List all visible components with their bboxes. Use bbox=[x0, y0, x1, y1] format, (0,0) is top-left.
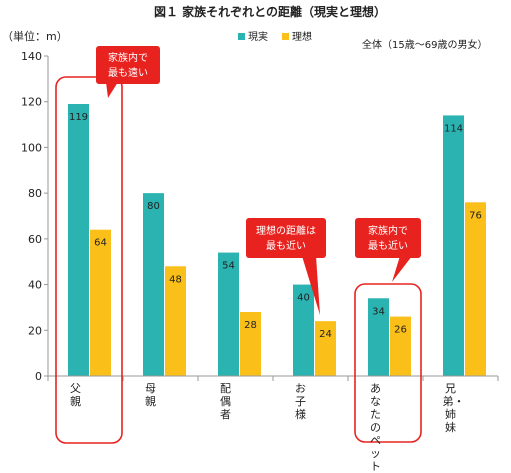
data-label-real-0: 119 bbox=[69, 112, 88, 123]
bar-real-4 bbox=[368, 298, 389, 376]
bar-real-3 bbox=[293, 284, 314, 376]
legend: 現実 理想 bbox=[238, 30, 312, 43]
chart-title: 図１ 家族それぞれとの距離（現実と理想） bbox=[154, 4, 386, 19]
callout-farthest: 家族内で 最も遠い bbox=[96, 46, 160, 98]
bar-ideal-3 bbox=[315, 321, 336, 376]
y-tick-label: 120 bbox=[21, 96, 42, 109]
bar-real-1 bbox=[143, 193, 164, 376]
data-label-real-4: 34 bbox=[372, 306, 385, 317]
callout-ideal-line1: 理想の距離は bbox=[256, 224, 316, 237]
chart-subtitle: 全体（15歳～69歳の男女） bbox=[362, 38, 487, 51]
callout-closest-line1: 家族内で bbox=[368, 224, 408, 237]
y-axis-unit: （単位：m） bbox=[2, 29, 68, 43]
y-tick-label: 20 bbox=[28, 324, 42, 337]
callout-closest: 家族内で 最も近い bbox=[355, 218, 421, 282]
callout-ideal-line2: 最も近い bbox=[266, 239, 306, 252]
bar-ideal-2 bbox=[240, 312, 261, 376]
data-label-ideal-0: 64 bbox=[94, 238, 107, 249]
callout-closest-pointer bbox=[392, 256, 412, 282]
data-label-real-2: 54 bbox=[222, 261, 235, 272]
bar-real-2 bbox=[218, 252, 239, 376]
x-tick-label: 兄弟・姉妹 bbox=[442, 382, 465, 434]
highlight-box-father bbox=[55, 76, 123, 444]
data-label-ideal-1: 48 bbox=[169, 274, 182, 285]
y-tick-label: 40 bbox=[28, 279, 42, 292]
bars: 119 80 54 40 34 114 64 48 28 24 26 76 bbox=[68, 104, 486, 376]
callout-farthest-box bbox=[96, 46, 160, 84]
callout-farthest-line2: 最も遠い bbox=[108, 66, 148, 79]
callout-farthest-pointer bbox=[106, 82, 118, 98]
data-label-real-5: 114 bbox=[444, 123, 463, 134]
callout-ideal-closest: 理想の距離は 最も近い bbox=[246, 218, 326, 315]
callout-ideal-box bbox=[246, 218, 326, 258]
bar-real-0 bbox=[68, 104, 89, 376]
bar-real-5 bbox=[443, 115, 464, 376]
y-tick-label: 100 bbox=[21, 141, 42, 154]
legend-swatch-ideal bbox=[282, 33, 289, 40]
data-label-ideal-4: 26 bbox=[394, 325, 407, 336]
bar-ideal-1 bbox=[165, 266, 186, 376]
y-axis: 0 20 40 60 80 100 120 140 bbox=[21, 50, 49, 383]
bar-ideal-0 bbox=[90, 229, 111, 376]
y-tick-label: 0 bbox=[35, 370, 42, 383]
data-label-real-3: 40 bbox=[297, 293, 310, 304]
data-label-ideal-5: 76 bbox=[469, 210, 482, 221]
data-label-real-1: 80 bbox=[147, 201, 160, 212]
x-tick-label: 母親 bbox=[145, 382, 156, 408]
legend-label-real: 現実 bbox=[248, 30, 268, 43]
legend-label-ideal: 理想 bbox=[292, 30, 312, 43]
x-tick-label: お子様 bbox=[295, 382, 306, 421]
callout-farthest-line1: 家族内で bbox=[108, 51, 148, 64]
legend-swatch-real bbox=[238, 33, 245, 40]
callout-closest-box bbox=[355, 218, 421, 258]
bar-ideal-5 bbox=[465, 202, 486, 376]
data-label-ideal-3: 24 bbox=[319, 329, 332, 340]
y-tick-label: 140 bbox=[21, 50, 42, 63]
x-tick-label: 配偶者 bbox=[220, 382, 231, 421]
chart: 図１ 家族それぞれとの距離（現実と理想） （単位：m） 全体（15歳～69歳の男… bbox=[2, 4, 499, 444]
x-tick-label: あなたのペット bbox=[370, 382, 381, 473]
data-label-ideal-2: 28 bbox=[244, 320, 257, 331]
callout-ideal-pointer bbox=[302, 256, 320, 315]
highlight-box-pet bbox=[354, 283, 422, 443]
bar-ideal-4 bbox=[390, 316, 411, 376]
callout-closest-line2: 最も近い bbox=[368, 239, 408, 252]
y-tick-label: 60 bbox=[28, 233, 42, 246]
x-axis-ticks bbox=[47, 376, 499, 381]
x-tick-label: 父親 bbox=[70, 382, 81, 408]
y-tick-label: 80 bbox=[28, 187, 42, 200]
